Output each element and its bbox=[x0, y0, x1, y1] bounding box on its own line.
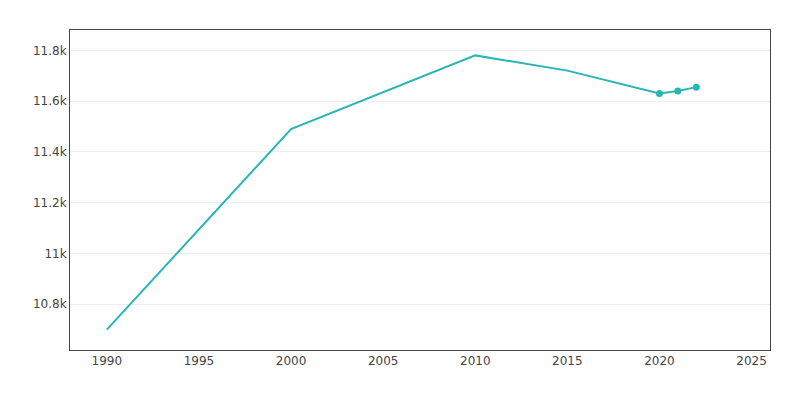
svg-text:11k: 11k bbox=[44, 247, 66, 261]
svg-text:11.6k: 11.6k bbox=[33, 94, 67, 108]
svg-text:2025: 2025 bbox=[736, 354, 767, 368]
svg-text:11.2k: 11.2k bbox=[33, 196, 67, 210]
svg-text:2000: 2000 bbox=[276, 354, 307, 368]
svg-text:2010: 2010 bbox=[460, 354, 491, 368]
svg-text:2020: 2020 bbox=[644, 354, 675, 368]
svg-text:11.4k: 11.4k bbox=[33, 145, 67, 159]
svg-text:11.8k: 11.8k bbox=[33, 44, 67, 58]
svg-text:10.8k: 10.8k bbox=[33, 297, 67, 311]
svg-text:1995: 1995 bbox=[184, 354, 215, 368]
svg-text:2015: 2015 bbox=[552, 354, 583, 368]
svg-text:1990: 1990 bbox=[92, 354, 123, 368]
svg-text:2005: 2005 bbox=[368, 354, 399, 368]
